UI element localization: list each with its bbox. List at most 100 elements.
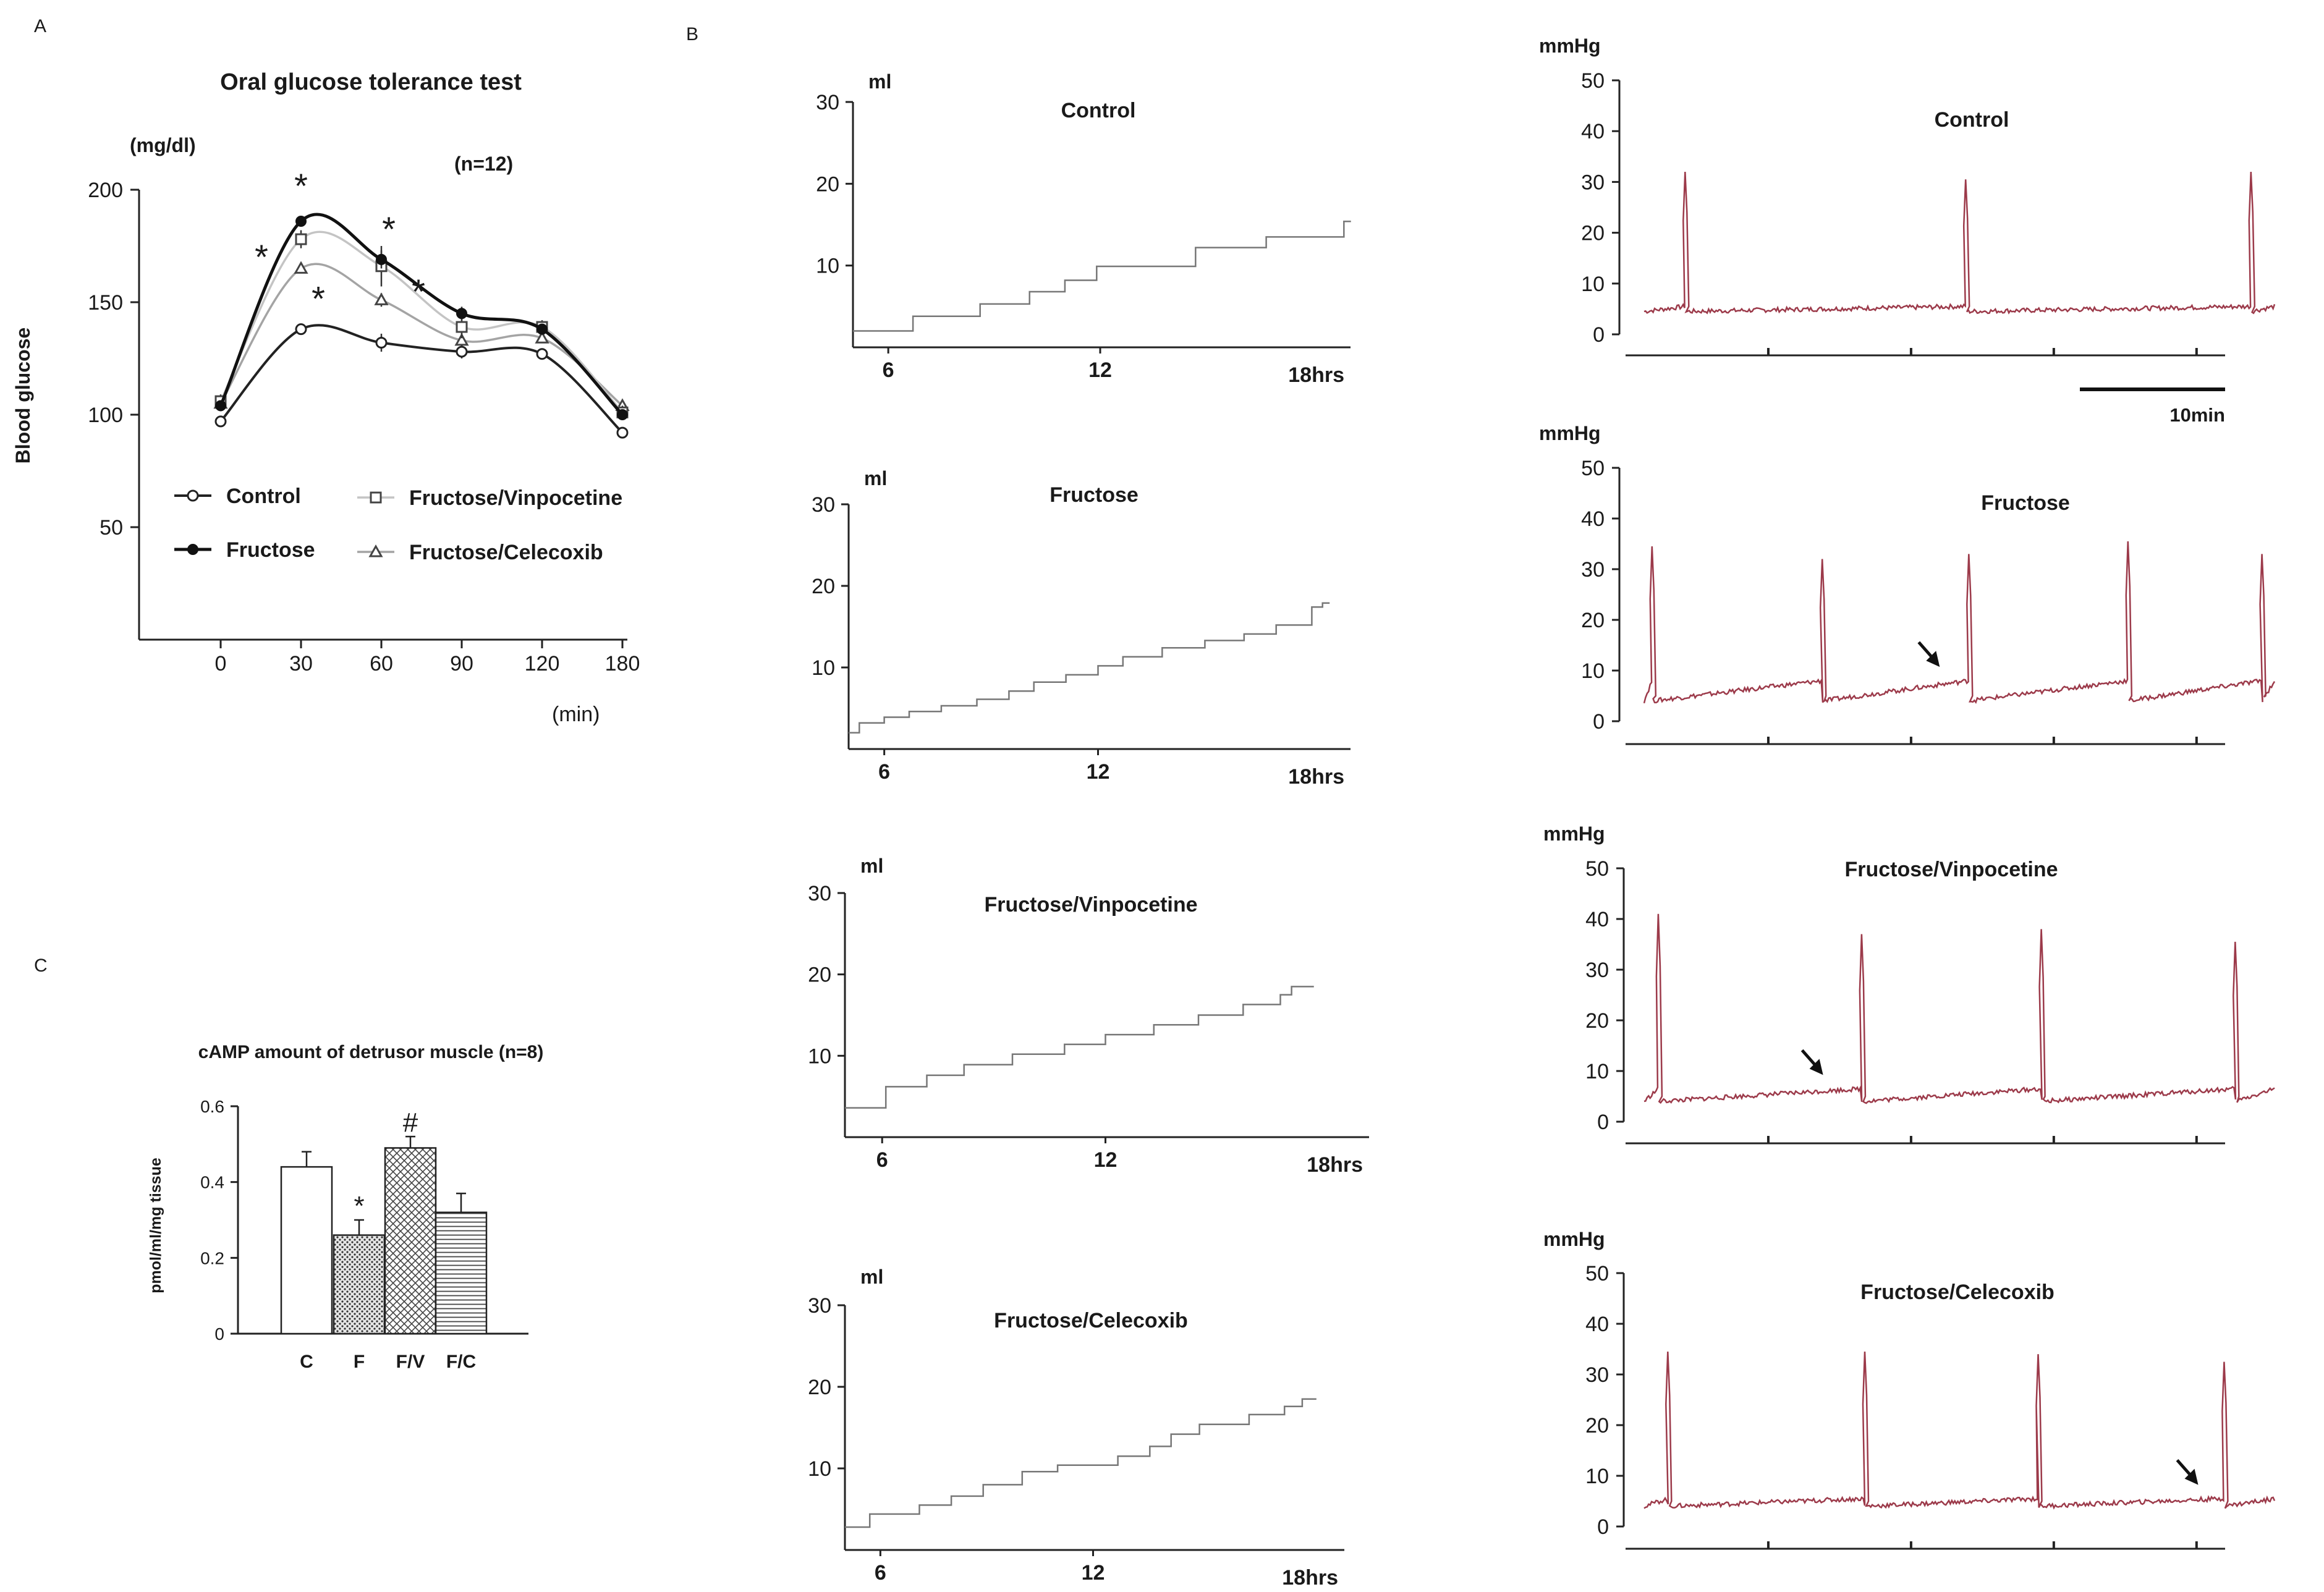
ogtt-y-unit: (mg/dl)	[130, 134, 196, 156]
pressure-ytick-label: 50	[1585, 857, 1609, 881]
ogtt-point-fructose	[295, 215, 307, 227]
ogtt-series-line-fructose-vinpocetine	[219, 231, 624, 413]
volume-ytick-label: 30	[808, 1294, 831, 1318]
volume-panel-fructose-vinpocetine: ml Fructose/Vinpocetine 10 20 30 6 12 18hrs	[808, 855, 1369, 1177]
pressure-ytick-label: 40	[1585, 908, 1609, 931]
ogtt-chart: Oral glucose tolerance test (mg/dl) (n=1…	[12, 69, 640, 726]
legend-marker-fructose-vinpocetine	[370, 491, 382, 504]
pressure-trace-fructose-celecoxib	[1643, 1352, 2276, 1510]
volume-panel-fructose-celecoxib: ml Fructose/Celecoxib 10 20 30 6 12 18hrs	[808, 1266, 1344, 1590]
pressure-ytick-label: 50	[1581, 457, 1605, 480]
ogtt-point-fructose-vinpocetine	[295, 233, 307, 245]
volume-xtick-label: 6	[875, 1561, 886, 1585]
panel-label-c: C	[34, 955, 48, 976]
volume-panel-fructose: ml Fructose 10 20 30 6 12 18hrs	[812, 467, 1351, 789]
ogtt-xtick-label: 30	[289, 652, 313, 675]
ogtt-x-unit: (min)	[552, 703, 600, 726]
pressure-ytick-label: 20	[1581, 609, 1605, 632]
volume-ytick-label: 10	[812, 656, 835, 680]
volume-xtick-label: 18hrs	[1288, 363, 1344, 387]
volume-trace-fructose	[849, 602, 1330, 734]
camp-bar-f-v	[384, 1147, 437, 1335]
ogtt-point-control	[295, 323, 307, 336]
ogtt-point-control	[456, 345, 468, 358]
volume-trace-control	[853, 220, 1351, 332]
pressure-ytick-label: 30	[1585, 1363, 1609, 1387]
ogtt-point-control	[536, 348, 548, 360]
legend-marker-control	[187, 489, 199, 502]
pressure-trace-fructose	[1643, 541, 2276, 704]
volume-xtick-label: 6	[883, 358, 894, 382]
volume-xtick-label: 6	[878, 760, 890, 784]
ogtt-point-fructose-celecoxib	[374, 292, 389, 305]
camp-title: cAMP amount of detrusor muscle (n=8)	[198, 1042, 544, 1062]
pressure-panel-fructose-celecoxib: mmHg Fructose/Celecoxib 0 10 20 30 40 50	[1543, 1228, 2276, 1550]
pressure-ytick-label: 10	[1585, 1060, 1609, 1083]
ogtt-point-fructose-celecoxib	[294, 261, 308, 274]
ogtt-point-control	[616, 426, 629, 439]
pressure-trace-control	[1643, 171, 2276, 315]
volume-ytick-label: 20	[808, 963, 831, 987]
ogtt-n-label: (n=12)	[454, 153, 513, 175]
ogtt-point-fructose-celecoxib	[454, 332, 469, 346]
pressure-panel-title: Fructose/Vinpocetine	[1844, 858, 2058, 881]
ogtt-point-fructose	[536, 323, 548, 335]
volume-ytick-label: 20	[808, 1376, 831, 1399]
pressure-ytick-label: 40	[1581, 507, 1605, 531]
camp-xtick-label: F/V	[396, 1352, 425, 1372]
volume-ytick-label: 30	[816, 91, 839, 114]
arrow-head-icon	[2184, 1468, 2199, 1485]
volume-panel-control: ml Control 10 20 30 6 12 18hrs	[816, 70, 1351, 387]
pressure-trace-fructose-vinpocetine	[1643, 913, 2275, 1104]
pressure-ytick-label: 40	[1585, 1313, 1609, 1336]
volume-xtick-label: 12	[1087, 760, 1110, 784]
ogtt-xtick-label: 120	[525, 652, 560, 675]
volume-xtick-label: 12	[1082, 1561, 1105, 1585]
pressure-panel-title: Control	[1935, 108, 2009, 132]
pressure-ytick-label: 10	[1585, 1465, 1609, 1488]
volume-panel-title: Control	[1061, 99, 1136, 122]
ogtt-xtick-label: 180	[605, 652, 640, 675]
camp-y-label: pmol/ml/mg tissue	[147, 1158, 164, 1294]
pressure-panel-control: mmHg Control 0 10 20 30 40 50	[1539, 35, 2276, 357]
volume-ytick-label: 10	[816, 255, 839, 278]
ogtt-point-fructose	[376, 253, 387, 265]
ogtt-series-line-fructose	[219, 213, 624, 416]
volume-trace-fructose-celecoxib	[845, 1398, 1317, 1528]
volume-trace-fructose-vinpocetine	[845, 986, 1314, 1109]
ogtt-significance-star: *	[255, 237, 268, 276]
volume-unit-label: ml	[868, 70, 891, 93]
volume-xtick-label: 18hrs	[1307, 1153, 1363, 1177]
pressure-ytick-label: 20	[1581, 222, 1605, 245]
pressure-ytick-label: 50	[1585, 1262, 1609, 1285]
panel-label-b: B	[686, 24, 698, 44]
legend-label-fructose: Fructose	[226, 538, 315, 562]
pressure-ytick-label: 10	[1581, 659, 1605, 683]
volume-panels: ml Control 10 20 30 6 12 18hrs ml Fructose 10 20 30 6…	[808, 70, 1369, 1590]
ogtt-y-label: Blood glucose	[12, 328, 34, 464]
pressure-ytick-label: 0	[1593, 323, 1605, 347]
ogtt-point-fructose-celecoxib	[535, 331, 549, 344]
volume-xtick-label: 6	[876, 1148, 888, 1172]
camp-ytick-label: 0.2	[200, 1248, 224, 1268]
ogtt-point-fructose-vinpocetine	[456, 321, 468, 333]
volume-unit-label: ml	[864, 467, 887, 489]
volume-unit-label: ml	[860, 855, 883, 877]
pressure-ytick-label: 40	[1581, 120, 1605, 143]
legend-marker-fructose	[187, 544, 198, 555]
ogtt-point-fructose	[617, 409, 628, 420]
ogtt-significance-star: *	[312, 279, 325, 318]
ogtt-significance-star: *	[382, 210, 396, 248]
ogtt-ytick-label: 150	[88, 291, 123, 315]
volume-xtick-label: 12	[1094, 1148, 1117, 1172]
volume-xtick-label: 18hrs	[1288, 765, 1344, 789]
ogtt-significance-star: *	[412, 272, 425, 311]
pressure-unit-label: mmHg	[1539, 35, 1601, 57]
panel-label-a: A	[34, 16, 46, 36]
camp-ytick-label: 0	[214, 1324, 224, 1344]
arrow-head-icon	[1926, 651, 1940, 667]
legend-label-control: Control	[226, 485, 301, 508]
ogtt-ytick-label: 50	[100, 516, 123, 540]
ogtt-xtick-label: 90	[450, 652, 473, 675]
arrow-head-icon	[1809, 1059, 1823, 1075]
